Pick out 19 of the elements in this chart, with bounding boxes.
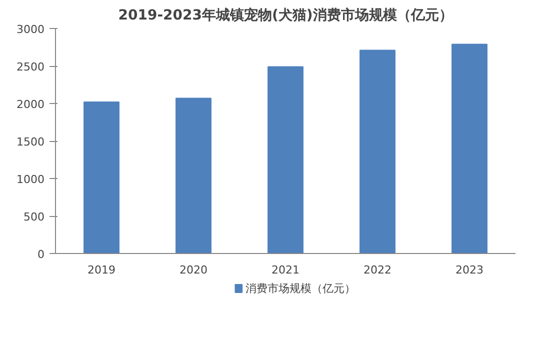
bar [176,98,212,254]
y-tick-label: 1500 [16,136,45,148]
y-tick-label: 2500 [16,60,45,74]
y-tick-label: 1000 [16,173,45,186]
bar [84,102,120,254]
x-tick-label: 2019 [88,264,116,276]
x-tick-label: 2023 [456,264,484,276]
y-tick-label: 2000 [16,98,45,111]
bar [268,66,304,254]
y-tick-label: 3000 [16,23,45,36]
bar [360,50,396,254]
legend-label: 消费市场规模（亿元） [245,282,356,295]
x-tick-label: 2022 [364,264,392,276]
bar [452,44,488,254]
y-tick-label: 0 [38,248,44,261]
x-tick-label: 2020 [180,264,208,276]
x-tick-label: 2021 [272,264,300,276]
y-tick-label: 500 [24,210,45,224]
chart-title: 2019-2023年城镇宠物(犬猫)消费市场规模（亿元） [118,6,453,24]
